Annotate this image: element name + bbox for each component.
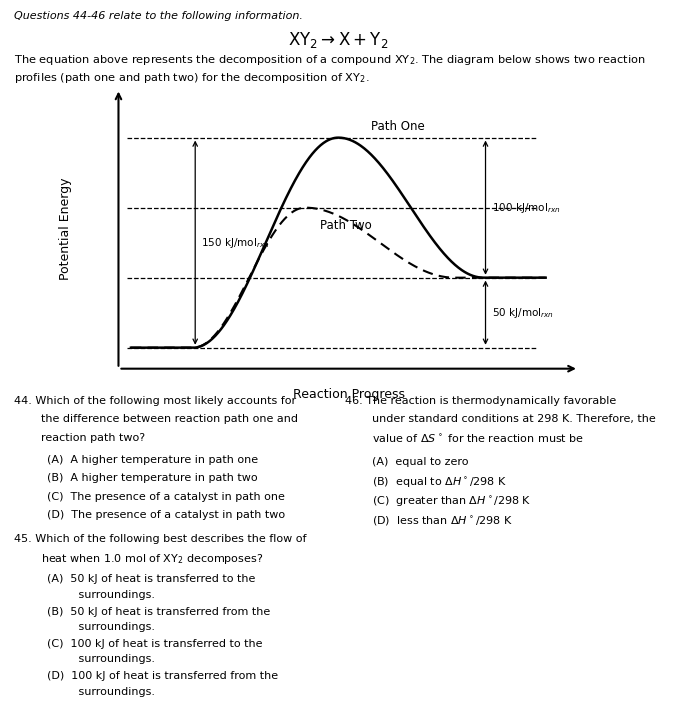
Text: Potential Energy: Potential Energy	[59, 177, 72, 280]
Text: (C)  100 kJ of heat is transferred to the: (C) 100 kJ of heat is transferred to the	[47, 639, 263, 649]
Text: (D)  less than $\Delta H^\circ$/298 K: (D) less than $\Delta H^\circ$/298 K	[372, 515, 513, 527]
Text: (B)  A higher temperature in path two: (B) A higher temperature in path two	[47, 474, 258, 484]
Text: (D)  100 kJ of heat is transferred from the: (D) 100 kJ of heat is transferred from t…	[47, 671, 278, 681]
Text: 150 kJ/mol$_{rxn}$: 150 kJ/mol$_{rxn}$	[202, 235, 270, 250]
Text: Path Two: Path Two	[320, 219, 372, 232]
Text: surroundings.: surroundings.	[47, 590, 156, 600]
Text: Path One: Path One	[372, 121, 425, 133]
Text: the difference between reaction path one and: the difference between reaction path one…	[41, 415, 298, 425]
Text: 100 kJ/mol$_{rxn}$: 100 kJ/mol$_{rxn}$	[492, 201, 561, 215]
Text: surroundings.: surroundings.	[47, 686, 156, 697]
Text: 45. Which of the following best describes the flow of: 45. Which of the following best describe…	[14, 534, 306, 544]
Text: (C)  greater than $\Delta H^\circ$/298 K: (C) greater than $\Delta H^\circ$/298 K	[372, 496, 531, 510]
Text: (A)  A higher temperature in path one: (A) A higher temperature in path one	[47, 455, 259, 465]
Text: profiles (path one and path two) for the decomposition of XY$_2$.: profiles (path one and path two) for the…	[14, 71, 369, 85]
Text: surroundings.: surroundings.	[47, 623, 156, 632]
Text: value of $\Delta S^\circ$ for the reaction must be: value of $\Delta S^\circ$ for the reacti…	[372, 433, 584, 445]
Text: (B)  equal to $\Delta H^\circ$/298 K: (B) equal to $\Delta H^\circ$/298 K	[372, 476, 507, 490]
Text: (A)  50 kJ of heat is transferred to the: (A) 50 kJ of heat is transferred to the	[47, 574, 256, 584]
Text: 46. The reaction is thermodynamically favorable: 46. The reaction is thermodynamically fa…	[345, 396, 617, 406]
Text: Reaction Progress: Reaction Progress	[292, 389, 405, 401]
Text: (D)  The presence of a catalyst in path two: (D) The presence of a catalyst in path t…	[47, 510, 286, 520]
Text: 50 kJ/mol$_{rxn}$: 50 kJ/mol$_{rxn}$	[492, 306, 554, 320]
Text: reaction path two?: reaction path two?	[41, 433, 145, 443]
Text: surroundings.: surroundings.	[47, 654, 156, 664]
Text: 44. Which of the following most likely accounts for: 44. Which of the following most likely a…	[14, 396, 296, 406]
Text: heat when 1.0 mol of XY$_2$ decomposes?: heat when 1.0 mol of XY$_2$ decomposes?	[41, 552, 263, 566]
Text: (B)  50 kJ of heat is transferred from the: (B) 50 kJ of heat is transferred from th…	[47, 607, 271, 617]
Text: Questions 44-46 relate to the following information.: Questions 44-46 relate to the following …	[14, 11, 303, 21]
Text: (A)  equal to zero: (A) equal to zero	[372, 457, 469, 467]
Text: (C)  The presence of a catalyst in path one: (C) The presence of a catalyst in path o…	[47, 492, 285, 502]
Text: under standard conditions at 298 K. Therefore, the: under standard conditions at 298 K. Ther…	[372, 415, 656, 425]
Text: $\mathrm{XY_2 \rightarrow X + Y_2}$: $\mathrm{XY_2 \rightarrow X + Y_2}$	[288, 30, 389, 50]
Text: The equation above represents the decomposition of a compound XY$_2$. The diagra: The equation above represents the decomp…	[14, 53, 645, 67]
